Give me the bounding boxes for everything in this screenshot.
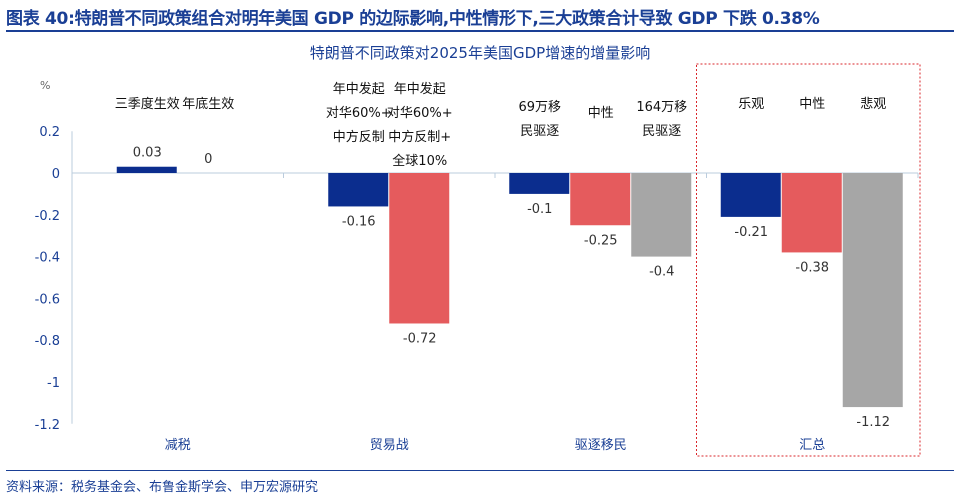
bar [631,173,692,257]
data-label: 0 [204,152,212,167]
category-label: 汇总 [799,438,825,453]
header-rule [6,30,954,32]
y-tick-label: -1.2 [35,418,60,433]
series-label: 年底生效 [182,96,234,112]
bar [570,173,631,226]
y-tick-label: -0.6 [35,292,60,307]
bar [389,173,450,324]
y-tick-label: 0.2 [39,125,60,140]
data-label: 0.03 [133,146,162,161]
chart-title: 特朗普不同政策对2025年美国GDP增速的增量影响 [310,44,650,62]
bar [720,173,781,217]
bar [781,173,842,253]
series-label: 164万移民驱逐 [636,100,687,139]
y-tick-label: -0.4 [35,251,60,266]
series-label: 中性 [799,97,825,112]
data-label: -0.16 [342,214,376,229]
y-tick-label: -1 [47,376,60,391]
figure-header: 图表 40:特朗普不同政策组合对明年美国 GDP 的边际影响,中性情形下,三大政… [6,9,820,29]
data-label: -0.4 [649,265,674,280]
data-label: -0.1 [527,202,552,217]
source-note: 资料来源：税务基金会、布鲁金斯学会、申万宏源研究 [6,480,319,495]
series-label: 三季度生效 [115,96,180,112]
category-label: 贸易战 [370,438,409,453]
y-tick-label: -0.8 [35,334,60,349]
series-label: 悲观 [860,96,886,112]
data-label: -1.12 [856,415,890,430]
series-label: 乐观 [738,97,764,112]
category-label: 驱逐移民 [575,438,627,453]
bar [328,173,389,207]
bar [116,166,177,173]
data-label: -0.21 [734,225,768,240]
series-label: 年中发起对华60%+中方反制+全球10% [387,81,453,169]
y-tick-label: 0 [52,167,60,182]
y-axis-unit: % [40,79,50,92]
bar-chart: 特朗普不同政策对2025年美国GDP增速的增量影响% 0.2 0 -0.2 -0.4 -0… [35,44,921,457]
data-label: -0.25 [584,233,618,248]
series-label: 年中发起对华60%+中方反制 [326,81,392,145]
bar [842,173,903,408]
y-tick-label: -0.2 [35,209,60,224]
category-label: 减税 [165,438,191,453]
footer-rule [6,470,954,471]
data-label: -0.72 [403,331,437,346]
bar [509,173,570,194]
series-label: 中性 [588,106,614,121]
series-label: 69万移民驱逐 [518,100,561,139]
data-label: -0.38 [795,260,829,275]
